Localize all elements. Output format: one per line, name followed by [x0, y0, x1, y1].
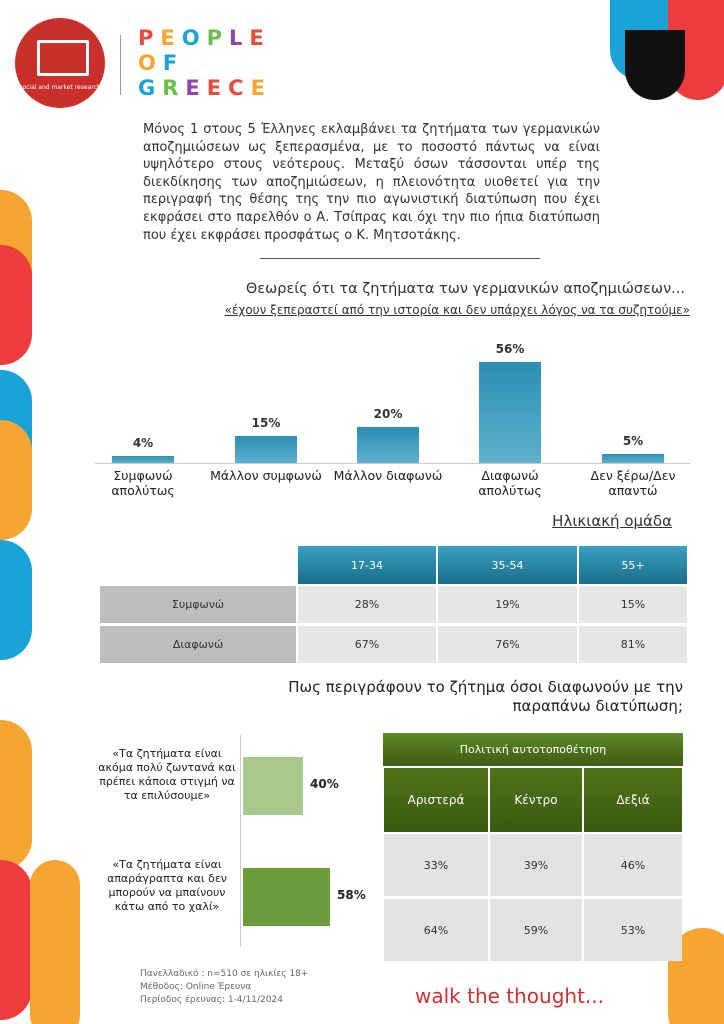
bar [112, 455, 174, 463]
methodology-line: Μέθοδος: Online Έρευνα [140, 982, 252, 992]
table-cell: 59% [490, 899, 582, 961]
bar [235, 436, 297, 463]
table-cell: 53% [584, 899, 682, 961]
question-subtitle: «έχουν ξεπεραστεί από την ιστορία και δε… [224, 303, 690, 317]
decoration [30, 860, 80, 1024]
table-cell: 76% [438, 626, 577, 663]
table-cell: 81% [579, 626, 687, 663]
column-header: Κέντρο [490, 768, 582, 832]
y-tick-label: «Τα ζητήματα είναι ακόμα πολύ ζωντανά κα… [98, 747, 236, 802]
table-cell: 64% [384, 899, 488, 961]
x-tick-label: Μάλλον διαφωνώ [333, 468, 443, 483]
data-label: 5% [622, 434, 644, 448]
decoration [0, 720, 32, 870]
decoration [0, 245, 32, 365]
brand-line: PEOPLE [138, 26, 271, 50]
baseline [95, 463, 690, 464]
table-cell: 19% [438, 586, 577, 623]
x-tick-label: Διαφωνώ απολύτως [478, 468, 542, 498]
methodology-line: Περίοδος έρευνας: 1-4/11/2024 [140, 995, 283, 1005]
brand: PEOPLE OF GREECE [138, 26, 272, 101]
table-group: Ηλικιακή ομάδα [552, 512, 672, 530]
decoration [625, 30, 685, 100]
column-header: 35-54 [438, 546, 577, 584]
x-tick-label: Δεν ξέρω/Δεν απαντώ [590, 468, 676, 498]
logo-caption: social and market research [19, 84, 101, 91]
data-label: 56% [495, 342, 525, 357]
slogan: walk the thought... [415, 984, 605, 1008]
brand-line: OF [138, 51, 185, 75]
table-cell: 39% [490, 834, 582, 896]
logo: social and market research [15, 18, 105, 108]
decoration [0, 420, 32, 540]
column-header: Αριστερά [384, 768, 488, 832]
methodology-line: Πανελλαδικό : n=510 σε ηλικίες 18+ [140, 969, 309, 979]
decoration [0, 540, 32, 660]
column-header: Δεξιά [584, 768, 682, 832]
brand-line: GREECE [138, 76, 272, 100]
x-tick-label: Μάλλον συμφωνώ [210, 468, 322, 483]
row-header: Συμφωνώ [100, 586, 296, 623]
table-cell: 46% [584, 834, 682, 896]
data-label: 15% [251, 416, 281, 430]
logo-mark [37, 40, 89, 76]
table-cell: 28% [298, 586, 436, 623]
decoration [0, 860, 32, 1020]
separator [260, 258, 540, 259]
table-group: Πολιτική αυτοτοποθέτηση [383, 733, 683, 766]
data-label: 20% [373, 407, 403, 421]
methodology: Πανελλαδικό : n=510 σε ηλικίες 18+ Μέθοδο… [140, 968, 308, 1007]
row-header: Διαφωνώ [100, 626, 296, 663]
divider [120, 35, 121, 95]
column-header: 17-34 [298, 546, 436, 584]
data-label: 4% [132, 435, 154, 450]
intro: Μόνος 1 στους 5 Έλληνες εκλαμβάνει τα ζη… [143, 122, 600, 243]
column-header: 55+ [579, 546, 687, 584]
x-tick-label: Συμφωνώ απολύτως [111, 468, 175, 498]
table-cell: 33% [384, 834, 488, 896]
table-cell: 15% [579, 586, 687, 623]
y-tick-label: «Τα ζητήματα είναι απαράγραπτα και δεν μ… [107, 858, 227, 913]
bar [243, 868, 330, 926]
question-title: Πως περιγράφουν το ζήτημα όσοι διαφωνούν… [288, 678, 683, 715]
bar [243, 757, 303, 815]
table-cell: 67% [298, 626, 436, 663]
data-label: 58% [337, 888, 366, 902]
bar [479, 362, 541, 463]
question-title: Θεωρείς ότι τα ζητήματα των γερμανικών α… [245, 281, 685, 297]
axis-line [240, 735, 241, 947]
bar [357, 427, 419, 463]
data-label: 40% [310, 777, 339, 791]
bar [602, 454, 664, 463]
